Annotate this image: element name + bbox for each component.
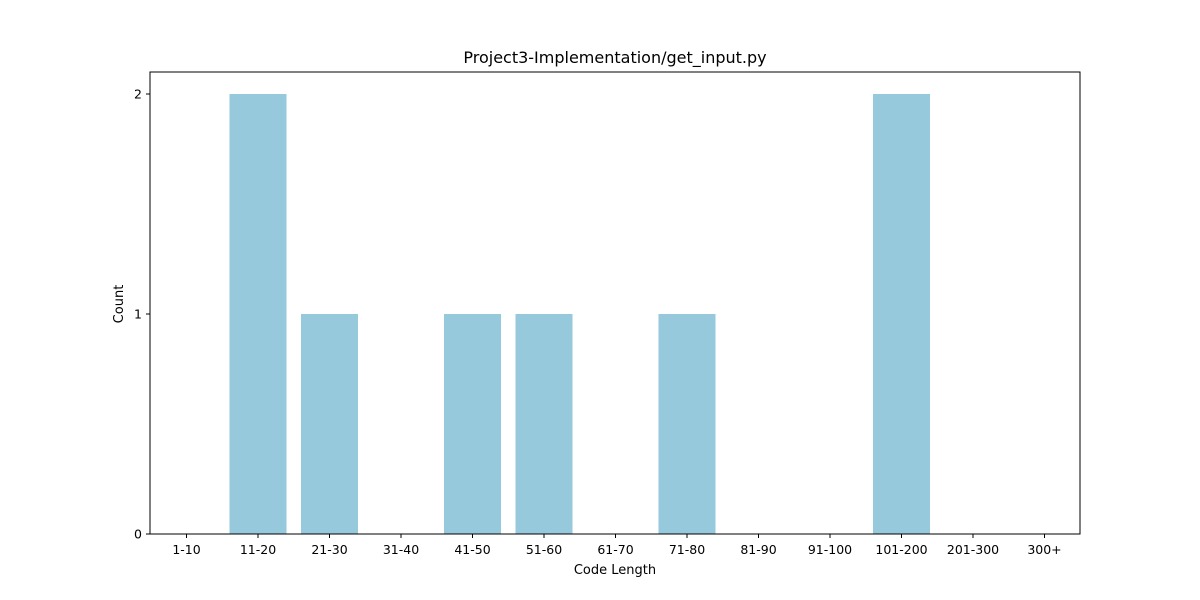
chart-title: Project3-Implementation/get_input.py <box>463 48 766 68</box>
x-tick-label: 11-20 <box>240 542 276 557</box>
plot-frame <box>150 72 1080 534</box>
x-tick-label: 21-30 <box>311 542 347 557</box>
x-ticks-group: 1-10 11-20 21-30 31-40 41-50 51-60 61-70 71-80 8… <box>172 534 1061 557</box>
x-tick-label: 1-10 <box>172 542 200 557</box>
bar-71-80 <box>659 314 716 534</box>
y-tick-label: 1 <box>134 307 142 322</box>
x-tick-label: 300+ <box>1027 542 1061 557</box>
bar-11-20 <box>230 94 287 534</box>
x-tick-label: 91-100 <box>808 542 852 557</box>
bar-51-60 <box>516 314 573 534</box>
x-tick-label: 201-300 <box>947 542 999 557</box>
bar-21-30 <box>301 314 358 534</box>
x-tick-label: 61-70 <box>597 542 633 557</box>
x-tick-label: 31-40 <box>383 542 419 557</box>
x-tick-label: 81-90 <box>740 542 776 557</box>
y-ticks-group: 0 1 2 <box>134 87 150 542</box>
bars-group <box>230 94 931 534</box>
y-axis-label: Count <box>112 285 127 324</box>
y-tick-label: 2 <box>134 87 142 102</box>
y-tick-label: 0 <box>134 527 142 542</box>
bar-101-200 <box>873 94 930 534</box>
x-tick-label: 51-60 <box>526 542 562 557</box>
x-tick-label: 71-80 <box>669 542 705 557</box>
bar-41-50 <box>444 314 501 534</box>
x-axis-label: Code Length <box>574 563 656 578</box>
x-tick-label: 101-200 <box>875 542 927 557</box>
x-tick-label: 41-50 <box>454 542 490 557</box>
